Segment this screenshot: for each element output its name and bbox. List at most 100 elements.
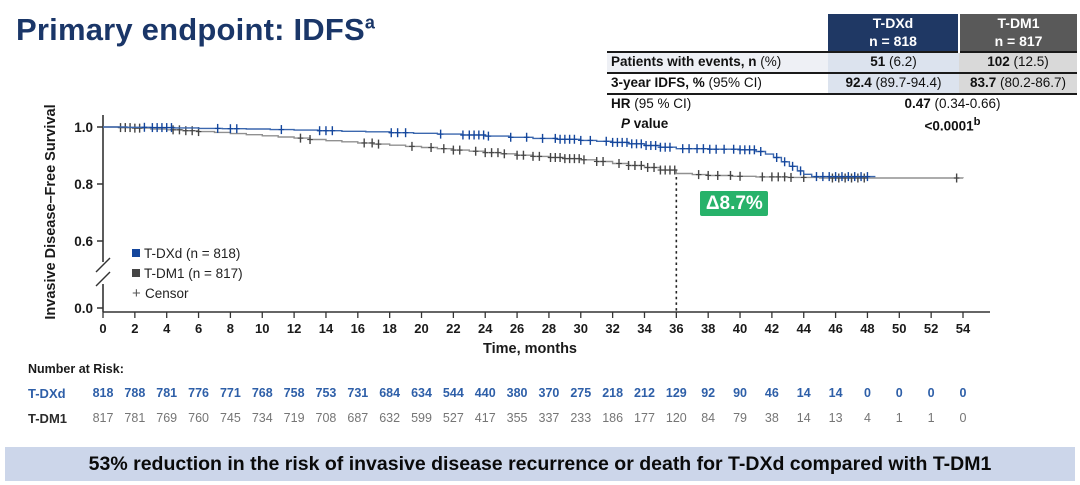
legend-item-tdm1: T-DM1 (n = 817): [132, 263, 243, 283]
hr-row-label: HR (95 % CI): [611, 95, 692, 111]
risk-value: 233: [570, 411, 592, 425]
risk-value: 734: [251, 411, 273, 425]
legend-item-censor: + Censor: [132, 283, 243, 303]
events-tdxd-value: 51 (6.2): [828, 51, 959, 73]
page-title-text: Primary endpoint: IDFS: [16, 12, 365, 47]
title-footnote-marker: a: [364, 12, 376, 33]
tdxd-header-name: T-DXd: [872, 15, 914, 31]
risk-value: 769: [156, 411, 178, 425]
risk-value: 632: [379, 411, 401, 425]
y-tick-label: 0.8: [74, 177, 93, 192]
tdm1-header-n: n = 817: [994, 32, 1043, 49]
risk-value: 527: [442, 411, 464, 425]
tdm1-square-icon: [132, 269, 140, 277]
risk-value: 4: [863, 411, 871, 425]
risk-value: 768: [251, 386, 273, 400]
risk-value: 1: [895, 411, 903, 425]
risk-value: 218: [602, 386, 624, 400]
risk-value: 14: [828, 386, 843, 400]
risk-value: 760: [188, 411, 209, 425]
x-tick-label: 20: [414, 321, 428, 336]
summary-header-tdxd: T-DXd n = 818: [828, 14, 959, 52]
pvalue-footnote-marker: b: [973, 115, 981, 128]
hr-value: 0.47 (0.34-0.66): [904, 95, 1001, 111]
risk-value: 708: [315, 411, 337, 425]
x-tick-label: 10: [255, 321, 269, 336]
summary-row-hr: HR (95 % CI) 0.47 (0.34-0.66): [607, 94, 1077, 114]
y-axis-label: Invasive Disease–Free Survival: [43, 104, 59, 320]
x-tick-label: 36: [669, 321, 683, 336]
summary-row-pvalue: P value <0.0001b: [607, 114, 1077, 136]
risk-value: 417: [474, 411, 496, 425]
x-tick-label: 2: [131, 321, 138, 336]
risk-value: 14: [796, 411, 811, 425]
x-tick-label: 8: [227, 321, 234, 336]
x-tick-label: 40: [733, 321, 747, 336]
x-tick-label: 42: [765, 321, 779, 336]
risk-value: 753: [315, 386, 337, 400]
risk-value: 212: [634, 386, 655, 400]
x-tick-label: 0: [99, 321, 106, 336]
risk-value: 781: [156, 386, 178, 400]
risk-value: 817: [92, 411, 114, 425]
pvalue-row-label: P value: [621, 116, 669, 132]
idfs-tdm1-value: 83.7 (80.2-86.7): [959, 71, 1077, 95]
risk-row-label-t-dxd: T-DXd: [28, 386, 66, 401]
censor-plus-icon: +: [132, 284, 141, 302]
x-tick-label: 12: [287, 321, 301, 336]
risk-value: 634: [411, 386, 432, 400]
summary-header-tdm1: T-DM1 n = 817: [958, 14, 1077, 52]
risk-value: 776: [188, 386, 209, 400]
risk-value: 440: [474, 386, 496, 400]
x-tick-label: 28: [542, 321, 556, 336]
legend-label-censor: Censor: [145, 285, 189, 301]
tdm1-header-name: T-DM1: [997, 15, 1040, 31]
axis-break-slash: [95, 271, 111, 287]
legend-label-tdxd: T-DXd (n = 818): [144, 245, 241, 261]
x-tick-label: 4: [163, 321, 171, 336]
x-tick-label: 50: [892, 321, 906, 336]
x-tick-label: 48: [860, 321, 874, 336]
risk-value: 0: [927, 386, 935, 400]
tdxd-header-n: n = 818: [869, 32, 917, 49]
risk-row-label-t-dm1: T-DM1: [28, 411, 67, 426]
summary-header-row: T-DXd n = 818 T-DM1 n = 817: [607, 14, 1077, 52]
y-tick-label: 0.6: [74, 234, 93, 249]
risk-value: 544: [442, 386, 464, 400]
risk-value: 380: [506, 386, 528, 400]
risk-value: 14: [796, 386, 811, 400]
risk-value: 129: [665, 386, 687, 400]
x-tick-label: 6: [195, 321, 202, 336]
risk-value: 177: [634, 411, 655, 425]
risk-value: 46: [764, 386, 779, 400]
tdxd-square-icon: [132, 249, 140, 257]
axis-break-slash: [95, 257, 111, 273]
risk-value: 84: [701, 411, 716, 425]
risk-value: 79: [733, 411, 747, 425]
plot-legend: T-DXd (n = 818) T-DM1 (n = 817) + Censor: [132, 243, 243, 303]
conclusion-banner: 53% reduction in the risk of invasive di…: [5, 447, 1075, 481]
x-tick-label: 46: [828, 321, 842, 336]
summary-row-idfs: 3-year IDFS, % (95% CI) 92.4 (89.7-94.4)…: [607, 71, 1077, 95]
risk-value: 120: [665, 411, 687, 425]
risk-value: 731: [347, 386, 369, 400]
risk-value: 818: [92, 386, 114, 400]
x-tick-label: 26: [510, 321, 524, 336]
number-at-risk-title: Number at Risk:: [28, 362, 124, 376]
delta-annotation-badge: Δ8.7%: [700, 191, 769, 216]
risk-value: 758: [283, 386, 305, 400]
risk-value: 788: [124, 386, 146, 400]
x-tick-label: 22: [446, 321, 460, 336]
legend-item-tdxd: T-DXd (n = 818): [132, 243, 243, 263]
x-tick-label: 38: [701, 321, 715, 336]
risk-value: 13: [828, 411, 843, 425]
idfs-row-label: 3-year IDFS, % (95% CI): [607, 71, 828, 95]
risk-value: 771: [219, 386, 241, 400]
risk-value: 599: [411, 411, 432, 425]
risk-value: 745: [219, 411, 241, 425]
risk-value: 38: [764, 411, 779, 425]
risk-value: 186: [602, 411, 624, 425]
risk-value: 355: [506, 411, 528, 425]
